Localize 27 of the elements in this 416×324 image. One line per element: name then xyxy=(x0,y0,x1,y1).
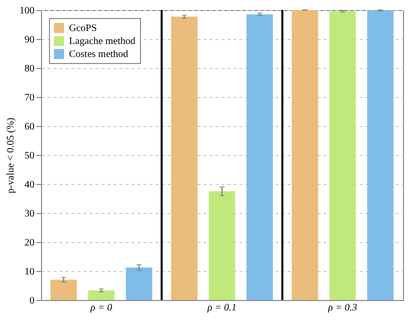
bar xyxy=(367,10,394,300)
bar xyxy=(126,268,152,300)
y-tick-label: 0 xyxy=(30,296,34,306)
y-tick-label: 20 xyxy=(24,238,34,248)
y-tick-label: 50 xyxy=(24,150,34,162)
y-tick-label: 60 xyxy=(24,122,34,132)
x-tick-label: ρ = 0.1 xyxy=(206,302,237,314)
y-tick-label: 40 xyxy=(24,180,34,190)
bar xyxy=(208,191,236,300)
y-tick-label: 10 xyxy=(24,266,34,278)
bar xyxy=(329,11,356,300)
bar xyxy=(50,280,77,300)
x-tick-label: ρ = 0.3 xyxy=(327,302,358,314)
y-tick-label: 70 xyxy=(24,92,34,104)
x-tick-label: ρ = 0 xyxy=(90,302,112,314)
bar xyxy=(88,290,115,300)
bar xyxy=(246,14,273,300)
y-tick-label: 90 xyxy=(24,34,34,46)
legend-label: Lagache method xyxy=(69,36,136,47)
bar xyxy=(292,10,318,300)
bar xyxy=(171,16,198,300)
y-tick-label: 30 xyxy=(24,208,34,220)
y-axis-title: p-value < 0.05 (%) xyxy=(6,118,16,194)
y-tick-label: 80 xyxy=(24,64,34,74)
legend-label: Costes method xyxy=(69,49,128,60)
legend-label: GcoPS xyxy=(69,23,97,34)
y-tick-label: 100 xyxy=(20,6,34,16)
